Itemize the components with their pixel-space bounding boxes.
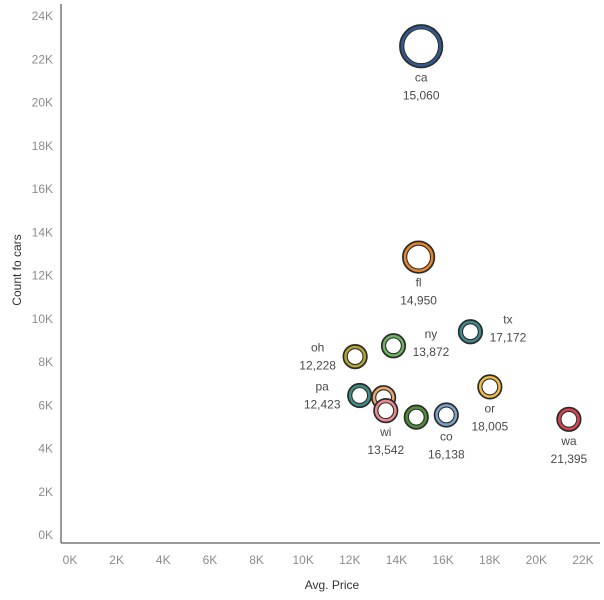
point-state-label: or [485,401,496,415]
x-tick-label: 16K [432,553,453,567]
y-tick-label: 2K [38,485,53,499]
y-tick-label: 6K [38,398,53,412]
point-state-label: co [440,429,453,443]
y-tick-label: 20K [32,96,53,110]
y-axis-title: Count fo cars [10,234,24,305]
y-tick-label: 12K [32,269,53,283]
x-tick-label: 10K [293,553,314,567]
x-axis-ticks: 0K 2K 4K 6K 8K 10K 12K 14K 16K 18K 20K 22K [63,553,594,567]
x-tick-label: 2K [109,553,124,567]
data-point-fl[interactable] [402,240,436,274]
x-tick-label: 14K [386,553,407,567]
x-tick-label: 20K [526,553,547,567]
point-state-label: fl [416,276,422,290]
point-value-label: 12,228 [299,359,336,373]
point-state-label: pa [316,380,330,394]
point-state-label: tx [503,313,512,327]
y-axis-ticks: 0K 2K 4K 6K 8K 10K 12K 14K 16K 18K 20K 22K 24K [32,9,53,542]
x-tick-label: 22K [572,553,593,567]
y-tick-label: 18K [32,139,53,153]
y-tick-label: 24K [32,9,53,23]
data-point-or[interactable] [477,374,503,400]
x-axis-title: Avg. Price [305,578,360,592]
x-tick-label: 6K [203,553,218,567]
x-tick-label: 12K [339,553,360,567]
y-tick-label: 10K [32,312,53,326]
point-value-label: 14,950 [400,294,437,308]
point-value-label: 13,872 [413,345,450,359]
point-state-label: ca [415,70,428,84]
point-state-label: oh [311,341,324,355]
point-value-label: 21,395 [551,452,588,466]
y-tick-label: 8K [38,355,53,369]
data-point-tx[interactable] [457,319,484,345]
y-tick-label: 4K [38,442,53,456]
data-points [342,24,582,432]
point-state-label: wa [560,434,577,448]
point-state-label: wi [379,425,391,439]
data-point-co[interactable] [433,402,459,428]
y-tick-label: 14K [32,225,53,239]
data-point-wi[interactable] [373,398,399,424]
data-point-ny[interactable] [380,333,407,359]
data-labels: ca 15,060 fl 14,950 tx 17,172 ny 13,872 oh 12,228… [299,70,587,466]
point-state-label: ny [425,327,438,341]
point-value-label: 18,005 [471,419,508,433]
axes [60,4,600,544]
point-value-label: 17,172 [490,331,527,345]
data-point-oh[interactable] [342,343,368,370]
point-value-label: 16,138 [428,447,465,461]
y-tick-label: 22K [32,52,53,66]
x-tick-label: 18K [479,553,500,567]
data-point-pa[interactable] [347,382,373,409]
x-tick-label: 8K [249,553,264,567]
point-value-label: 15,060 [403,88,440,102]
point-value-label: 13,542 [367,443,404,457]
data-point-ca[interactable] [399,24,444,69]
data-point-unlabeled-green[interactable] [403,404,429,430]
x-tick-label: 4K [156,553,171,567]
data-point-wa[interactable] [556,406,582,432]
point-value-label: 12,423 [304,398,341,412]
y-tick-label: 16K [32,182,53,196]
x-tick-label: 0K [63,553,78,567]
y-tick-label: 0K [38,528,53,542]
